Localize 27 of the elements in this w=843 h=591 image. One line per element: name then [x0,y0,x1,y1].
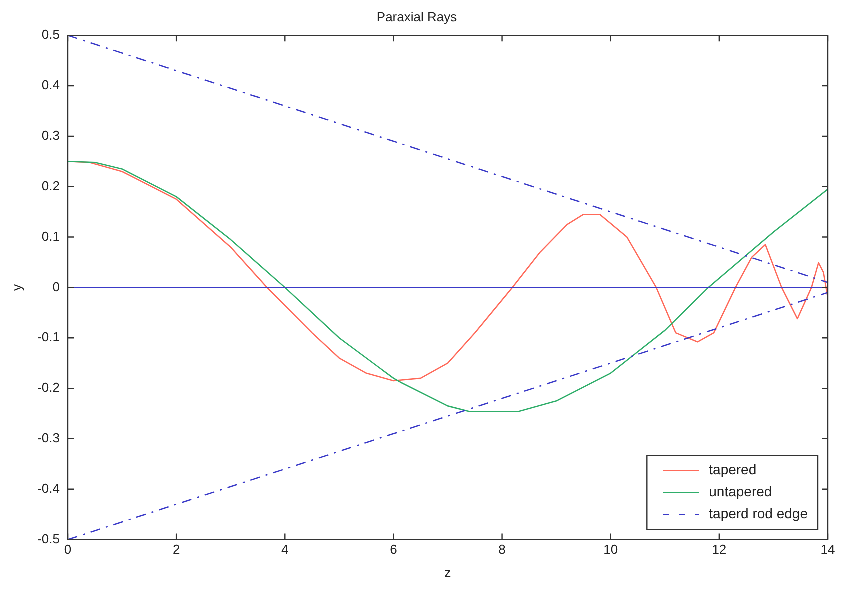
x-tick-label: 0 [64,542,72,558]
legend-label: tapered [709,462,757,478]
x-axis-title: z [444,564,452,580]
x-tick-label: 8 [498,542,506,558]
legend-label: taperd rod edge [709,506,808,522]
line-series [68,36,828,284]
y-tick-label: 0.5 [42,27,60,42]
y-tick-label: -0.1 [38,330,60,345]
y-tick-label: 0 [52,279,60,294]
y-tick-label: -0.3 [38,430,60,446]
x-tick-label: 6 [390,542,398,558]
x-tick-label: 4 [282,542,289,558]
x-tick-label: 14 [820,542,836,558]
y-axis-title: y [9,284,24,291]
y-tick-label: 0.2 [42,178,60,194]
legend-label: untapered [709,484,772,500]
x-tick-label: 12 [712,542,727,558]
line-series [68,292,828,540]
y-tick-label: -0.5 [38,531,60,546]
y-tick-label: 0.3 [42,128,60,144]
chart-title: Paraxial Rays [376,9,458,24]
x-tick-label: 2 [172,542,180,558]
x-tick-label: 10 [604,542,618,558]
y-tick-label: -0.2 [38,380,60,396]
y-tick-label: -0.4 [38,480,60,496]
y-tick-label: 0.4 [42,78,60,93]
y-tick-label: 0.1 [42,228,60,244]
